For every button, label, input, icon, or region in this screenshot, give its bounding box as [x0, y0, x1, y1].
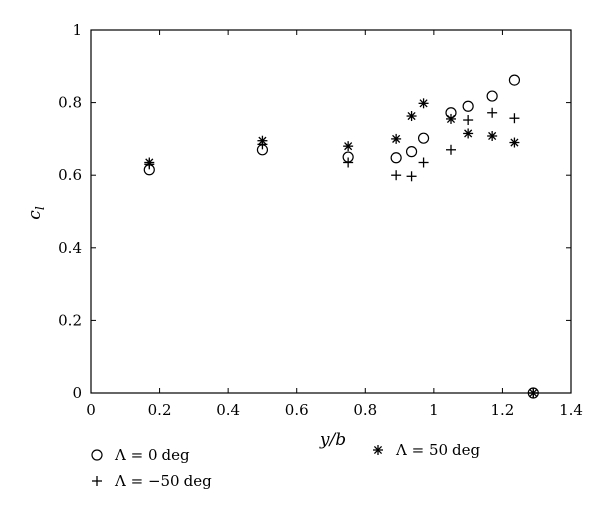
- data-markers: [143, 74, 539, 399]
- legend-entry-label: Λ = 0 deg: [114, 446, 190, 464]
- x-tick-label: 1: [429, 401, 439, 419]
- plus-data-point: [463, 115, 474, 126]
- legend-label-unit: deg: [161, 446, 189, 464]
- x-tick-label: 1.4: [559, 401, 583, 419]
- legend-label-prefix: Λ =: [395, 441, 429, 459]
- axis-tick-labels: 0 0.2 0.4 0.6 0.8 1 1.2 1.4 0 0.2 0.4 0.6 0.8 1: [58, 21, 583, 419]
- legend-asterisk-marker: [373, 445, 383, 455]
- asterisk-data-point: [446, 113, 456, 124]
- circle-data-point: [405, 146, 418, 158]
- circle-data-point: [486, 90, 498, 102]
- y-tick-label: 0: [72, 384, 82, 402]
- plot-frame: [90, 29, 572, 394]
- legend-entry-label: Λ = −50 deg: [114, 472, 212, 490]
- x-tick-label: 0.2: [148, 401, 172, 419]
- legend-label-value: 0: [148, 446, 158, 464]
- asterisk-data-point: [463, 128, 474, 139]
- circle-data-point: [417, 132, 430, 144]
- asterisk-data-point: [487, 130, 498, 141]
- plus-data-point: [391, 170, 402, 181]
- plus-data-point: [406, 171, 417, 182]
- plus-data-point: [509, 113, 520, 124]
- asterisk-data-point: [257, 135, 268, 146]
- legend-label-value: 50: [429, 441, 448, 459]
- y-tick-label: 0.4: [58, 239, 82, 257]
- x-tick-label: 0.4: [216, 401, 240, 419]
- y-axis-label: cl: [25, 206, 47, 220]
- legend-label-value: −50: [148, 472, 180, 490]
- circle-data-point: [390, 152, 402, 164]
- x-tick-label: 0.8: [353, 401, 377, 419]
- asterisk-data-point: [406, 111, 417, 122]
- y-tick-label: 0.6: [58, 166, 82, 184]
- x-axis-label: y/b: [319, 430, 346, 450]
- legend-label-prefix: Λ =: [114, 472, 148, 490]
- asterisk-data-point: [418, 98, 429, 109]
- y-tick-label: 0.2: [58, 311, 82, 329]
- legend-entry-label: Λ = 50 deg: [395, 441, 481, 459]
- plus-data-point: [343, 157, 354, 168]
- circle-data-point: [462, 100, 474, 112]
- y-tick-label: 0.8: [58, 94, 82, 112]
- legend-label-prefix: Λ =: [114, 446, 148, 464]
- plus-data-point: [418, 157, 429, 168]
- axis-ticks: [90, 29, 572, 394]
- plus-data-point: [446, 144, 456, 155]
- asterisk-data-point: [528, 388, 539, 398]
- legend-label-unit: deg: [452, 441, 480, 459]
- legend-label-unit: deg: [184, 472, 212, 490]
- circle-data-point: [508, 74, 521, 86]
- y-axis-label-subscript: l: [33, 206, 47, 210]
- x-tick-label: 1.2: [490, 401, 514, 419]
- legend-plus-marker: [92, 476, 102, 486]
- x-tick-label: 0: [86, 401, 96, 419]
- asterisk-data-point: [343, 141, 354, 152]
- asterisk-data-point: [391, 133, 402, 144]
- legend-circle-marker: [91, 449, 103, 461]
- asterisk-data-point: [509, 137, 520, 148]
- x-tick-label: 0.6: [285, 401, 309, 419]
- plus-data-point: [487, 107, 498, 118]
- y-tick-label: 1: [72, 21, 82, 39]
- asterisk-data-point: [144, 157, 155, 168]
